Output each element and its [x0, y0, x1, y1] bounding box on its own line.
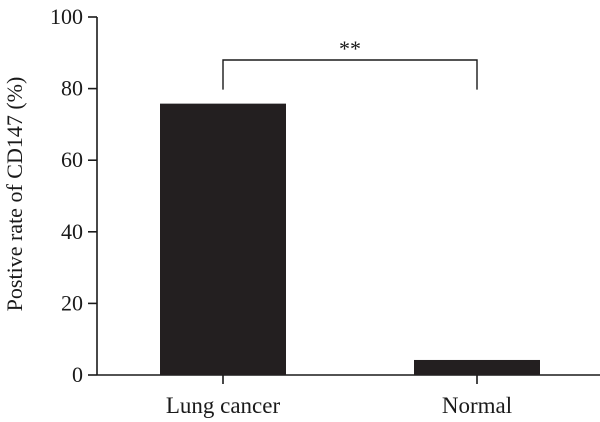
bars [160, 103, 540, 376]
y-tick-label: 0 [72, 362, 83, 387]
y-tick-label: 20 [61, 290, 83, 315]
category-labels: Lung cancer Normal [166, 375, 512, 418]
significance-bracket [222, 59, 478, 90]
x-tick-label: Lung cancer [166, 393, 281, 418]
y-axis-title: Postive rate of CD147 (%) [2, 77, 27, 312]
significance-label: ** [339, 36, 361, 61]
x-tick-label: Normal [442, 393, 512, 418]
y-tick-label: 80 [61, 76, 83, 101]
bar [160, 103, 286, 376]
y-tick-label: 40 [61, 219, 83, 244]
bar [414, 359, 540, 375]
axes: 0 20 40 60 80 100 [50, 4, 600, 387]
y-tick-label: 60 [61, 147, 83, 172]
y-tick-label: 100 [50, 4, 83, 29]
significance-annotation: ** [222, 36, 478, 90]
